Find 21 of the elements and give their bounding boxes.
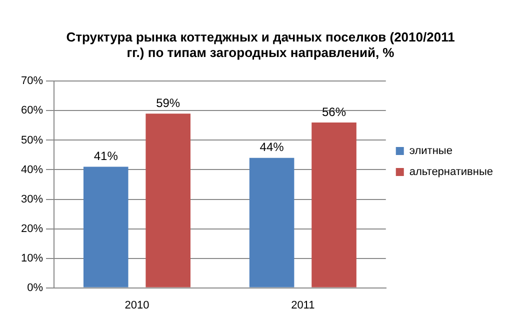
- y-tick-label: 10%: [20, 252, 44, 264]
- data-label: 41%: [94, 149, 118, 164]
- y-tick-label: 60%: [20, 104, 44, 117]
- x-tick-label: 2011: [291, 299, 315, 312]
- y-tick-label: 50%: [20, 134, 44, 146]
- data-label: 44%: [260, 140, 284, 154]
- y-tick-label: 70%: [20, 75, 44, 88]
- y-tick-label: 40%: [20, 164, 44, 176]
- data-label: 59%: [156, 96, 180, 110]
- bar: [312, 122, 356, 288]
- bar: [146, 114, 190, 288]
- chart-title: Структура рынка коттеджных и дачных поселков (2010/2011 гг.) по типам загородных направлений, %: [66, 29, 455, 60]
- bar: [83, 166, 128, 288]
- y-tick-label: 0%: [27, 282, 44, 294]
- legend-label: элитные: [409, 145, 452, 158]
- legend-label: альтернативные: [409, 166, 494, 178]
- y-tick-label: 20%: [20, 222, 44, 235]
- bar: [249, 158, 294, 288]
- data-label: 56%: [322, 104, 346, 119]
- x-tick-label: 2010: [124, 299, 150, 312]
- y-tick-label: 30%: [20, 193, 44, 206]
